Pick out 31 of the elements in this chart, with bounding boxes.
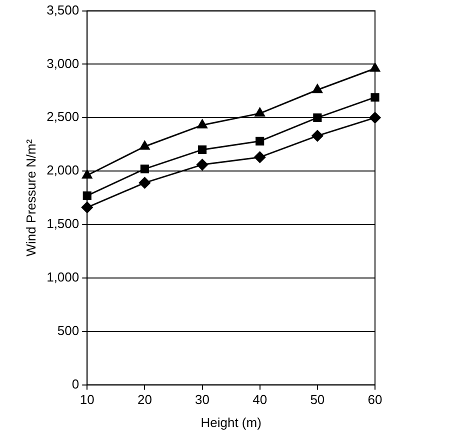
point (370, 62, 380, 72)
point (198, 145, 207, 154)
point (370, 93, 380, 102)
point (313, 113, 322, 122)
y-axis-title: Wind Pressure N/m² (23, 138, 38, 256)
y-tick-label: 3,500 (46, 2, 80, 18)
x-tick-label: 50 (310, 392, 325, 408)
point (197, 119, 208, 128)
y-tick-label: 3,000 (46, 56, 80, 71)
point (82, 170, 92, 179)
y-tick-label: 0 (72, 376, 80, 392)
y-tick-label: 2,500 (46, 109, 80, 124)
point (254, 151, 266, 163)
y-tick-label: 1,000 (46, 270, 80, 285)
point (254, 108, 265, 117)
x-axis-title: Height (m) (200, 414, 262, 430)
point (196, 158, 208, 170)
point (138, 177, 150, 189)
x-tick-label: 60 (368, 392, 382, 408)
point (140, 164, 149, 174)
point (312, 130, 324, 142)
x-tick-label: 10 (80, 392, 94, 408)
y-tick-label: 2,000 (46, 162, 80, 178)
y-tick-label: 1,500 (46, 216, 80, 232)
x-tick-label: 30 (195, 392, 210, 408)
point (256, 136, 264, 146)
point (312, 84, 323, 94)
point (140, 140, 150, 150)
x-tick-label: 40 (252, 392, 268, 408)
x-tick-label: 20 (137, 392, 152, 408)
y-tick-label: 500 (57, 322, 80, 338)
